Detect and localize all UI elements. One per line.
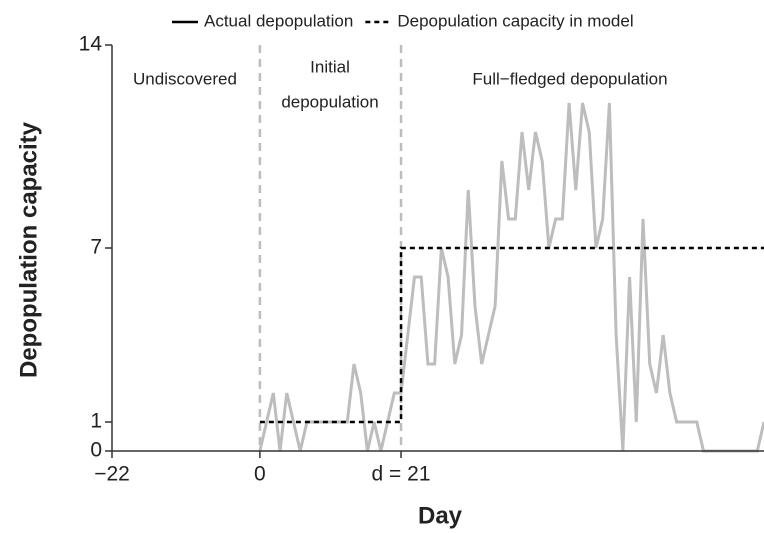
x-tick-label: −22	[94, 463, 130, 486]
y-tick-label: 14	[79, 33, 103, 56]
phase-label: Undiscovered	[133, 69, 237, 88]
phase-label: depopulation	[281, 92, 378, 111]
y-axis-label: Depopulation capacity	[15, 121, 42, 378]
y-tick-label: 1	[90, 410, 102, 433]
series-line	[258, 102, 764, 453]
legend-label: Depopulation capacity in model	[397, 11, 633, 30]
series-line	[259, 246, 764, 424]
y-tick-label: 7	[90, 236, 102, 259]
y-tick-label: 0	[90, 439, 102, 462]
phase-label: Full−fledged depopulation	[472, 69, 667, 88]
legend-label: Actual depopulation	[204, 11, 353, 30]
phase-label: Initial	[310, 57, 350, 76]
x-tick-label: d = 21	[372, 463, 431, 486]
x-axis-label: Day	[418, 502, 463, 529]
x-tick-label: 0	[254, 463, 266, 486]
